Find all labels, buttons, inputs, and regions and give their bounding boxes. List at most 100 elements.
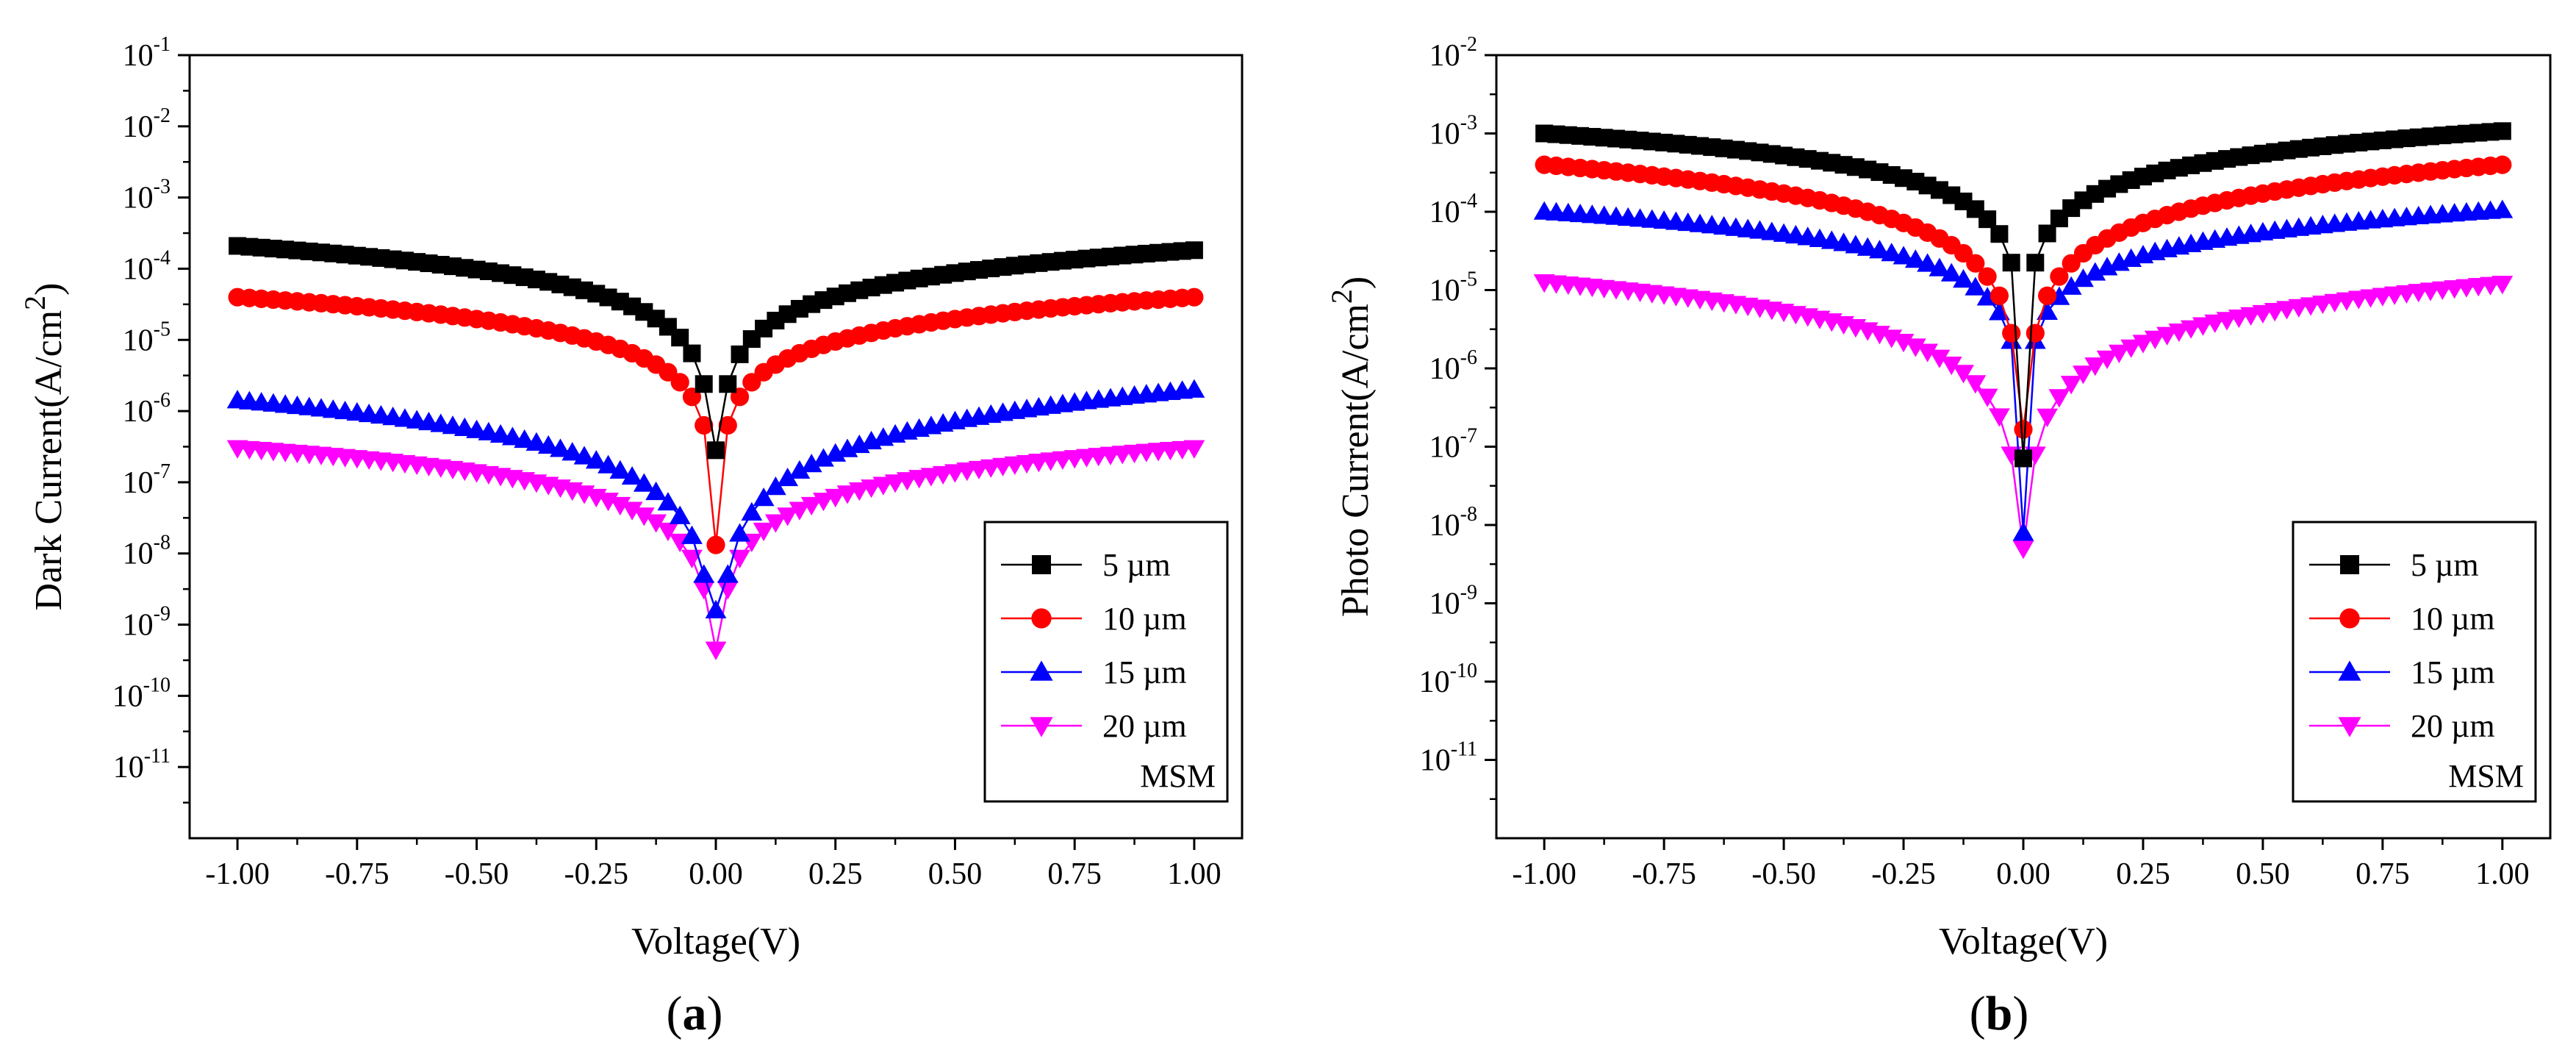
data-point (669, 505, 691, 524)
data-point (2491, 199, 2514, 218)
data-point (1185, 287, 1204, 307)
data-point (1990, 225, 2009, 243)
data-point (695, 375, 713, 393)
data-point (489, 424, 512, 443)
legend-marker (1031, 608, 1052, 629)
data-point (609, 496, 631, 516)
data-point (2014, 420, 2033, 439)
data-point (2002, 324, 2021, 343)
data-point (681, 525, 703, 544)
data-point (645, 514, 667, 533)
series-square (1535, 122, 2511, 468)
legend-marker (1030, 660, 1053, 681)
x-axis-title: Voltage(V) (631, 921, 800, 962)
y-tick-label: 10-7 (123, 460, 171, 500)
data-point (1929, 349, 1951, 368)
data-point (598, 454, 619, 474)
data-point (514, 429, 536, 449)
data-point (2002, 254, 2020, 272)
legend-box (983, 521, 1229, 803)
x-tick-label: -0.75 (1632, 857, 1696, 891)
data-point (718, 415, 737, 435)
x-tick-label: -0.50 (1751, 857, 1816, 891)
data-point (645, 481, 667, 501)
data-point (731, 345, 749, 363)
series-circle (1535, 155, 2512, 439)
data-point (2037, 408, 2058, 427)
data-point (537, 435, 559, 454)
data-point (2156, 326, 2178, 346)
data-point (573, 446, 595, 465)
x-tick-label: -1.00 (205, 857, 270, 891)
data-point (1892, 334, 1915, 353)
legend-label: 10 µm (1102, 601, 1187, 637)
data-point (525, 432, 548, 451)
data-point (2012, 522, 2034, 541)
data-point (2096, 350, 2118, 369)
data-point (2026, 254, 2045, 272)
series-triangle-down (1533, 274, 2514, 560)
panel-caption: (b) (1970, 987, 2029, 1040)
data-point (1833, 232, 1854, 251)
data-point (2228, 309, 2250, 329)
data-point (2168, 323, 2190, 343)
series-square (229, 237, 1203, 460)
data-point (609, 460, 631, 479)
data-point (861, 479, 882, 499)
data-point (2180, 320, 2202, 339)
legend-marker (1030, 717, 1053, 737)
x-axis-title: Voltage(V) (1939, 921, 2108, 962)
series-circle (228, 287, 1204, 554)
y-tick-label: 10-6 (123, 389, 171, 429)
data-point (657, 492, 679, 511)
data-point (683, 344, 701, 362)
y-tick-label: 10-2 (1429, 33, 1477, 73)
data-point (1185, 241, 1203, 260)
data-point (800, 454, 822, 473)
data-point (2073, 268, 2094, 287)
data-point (633, 473, 655, 492)
legend-marker (2340, 555, 2359, 574)
data-point (478, 421, 500, 440)
series-line (1544, 209, 2503, 533)
x-tick-label: 1.00 (1167, 857, 1221, 891)
data-point (633, 507, 655, 526)
data-point (1940, 357, 1962, 376)
data-point (1989, 408, 2010, 427)
data-point (2493, 122, 2511, 140)
data-point (501, 426, 523, 446)
data-point (729, 523, 750, 542)
data-point (753, 522, 775, 542)
data-point (813, 448, 834, 467)
legend-note: MSM (1140, 758, 1216, 794)
data-point (813, 493, 834, 512)
data-point (1978, 267, 1997, 286)
data-point (562, 442, 584, 461)
data-point (2120, 339, 2142, 358)
y-tick-label: 10-4 (123, 246, 171, 286)
data-point (1966, 254, 1985, 273)
y-axis-title: Photo Current(A/cm2) (1325, 276, 1377, 617)
legend-label: 20 µm (2411, 708, 2495, 744)
data-point (825, 488, 847, 508)
y-tick-label: 10-5 (123, 318, 171, 357)
data-point (717, 564, 739, 583)
data-point (2050, 267, 2069, 286)
data-point (621, 501, 643, 521)
data-point (2037, 286, 2057, 305)
y-tick-label: 10-3 (123, 176, 171, 215)
data-point (764, 514, 786, 533)
data-point (2084, 262, 2106, 281)
y-tick-label: 10-11 (113, 745, 171, 785)
data-point (836, 485, 858, 504)
legend-label: 15 µm (1102, 654, 1187, 690)
x-tick-label: 0.75 (1047, 857, 1102, 891)
y-tick-label: 10-10 (1419, 660, 1477, 699)
data-point (705, 641, 727, 660)
data-point (466, 419, 487, 438)
data-point (706, 535, 725, 554)
data-point (777, 507, 799, 526)
data-point (741, 501, 763, 521)
x-tick-label: -0.25 (1871, 857, 1936, 891)
x-tick-label: 0.00 (689, 857, 743, 891)
